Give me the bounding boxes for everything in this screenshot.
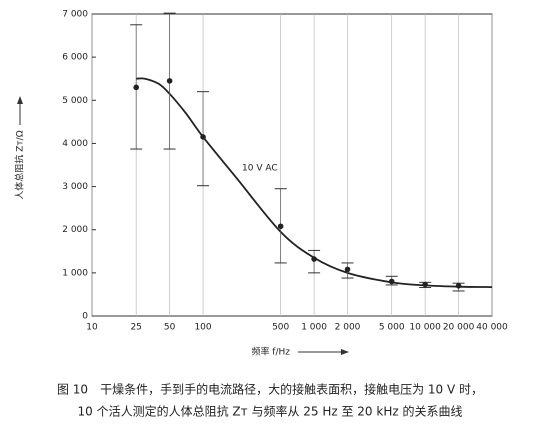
fit-curve xyxy=(136,77,493,288)
y-tick-label: 6 000 xyxy=(62,53,88,63)
y-arrow-head xyxy=(17,96,23,104)
x-tick-label: 1 000 xyxy=(301,323,327,333)
data-point xyxy=(344,266,351,273)
data-point xyxy=(388,278,395,285)
data-point xyxy=(277,223,284,230)
x-tick-label: 25 xyxy=(130,323,141,333)
data-point xyxy=(422,281,428,288)
data-point xyxy=(455,283,462,289)
x-tick-label: 10 000 xyxy=(409,323,441,333)
data-point xyxy=(166,78,173,84)
curve-label: 10 V AC xyxy=(242,164,278,174)
data-point xyxy=(200,134,206,140)
x-axis-label: 频率 f/Hz xyxy=(251,346,290,358)
x-tick-label: 5 000 xyxy=(379,323,405,333)
x-tick-label: 500 xyxy=(272,323,289,333)
x-tick-label: 50 xyxy=(164,323,176,333)
data-point xyxy=(133,84,139,91)
x-tick-label: 100 xyxy=(194,323,211,333)
y-tick-label: 0 xyxy=(82,312,88,322)
y-axis-label: 人体总阻抗 Zᴛ/Ω xyxy=(14,130,26,199)
y-tick-label: 3 000 xyxy=(62,182,88,192)
y-tick-label: 4 000 xyxy=(62,139,88,149)
x-arrow-head xyxy=(341,349,349,355)
caption-line: 图 10 干燥条件，手到手的电流路径，大的接触表面积，接触电压为 10 V 时， xyxy=(57,382,483,397)
x-tick-label: 20 000 xyxy=(443,323,475,333)
x-tick-label: 2 000 xyxy=(335,323,361,333)
x-tick-label: 40 000 xyxy=(476,323,508,333)
y-tick-label: 5 000 xyxy=(62,96,88,106)
caption-line: 10 个活人测定的人体总阻抗 Zᴛ 与频率从 25 Hz 至 20 kHz 的关… xyxy=(78,404,463,419)
y-tick-label: 1 000 xyxy=(62,268,88,278)
y-tick-label: 2 000 xyxy=(62,225,88,235)
y-tick-label: 7 000 xyxy=(62,10,88,20)
plot-frame xyxy=(91,13,493,317)
x-tick-label: 10 xyxy=(86,323,98,333)
data-point xyxy=(311,256,317,262)
